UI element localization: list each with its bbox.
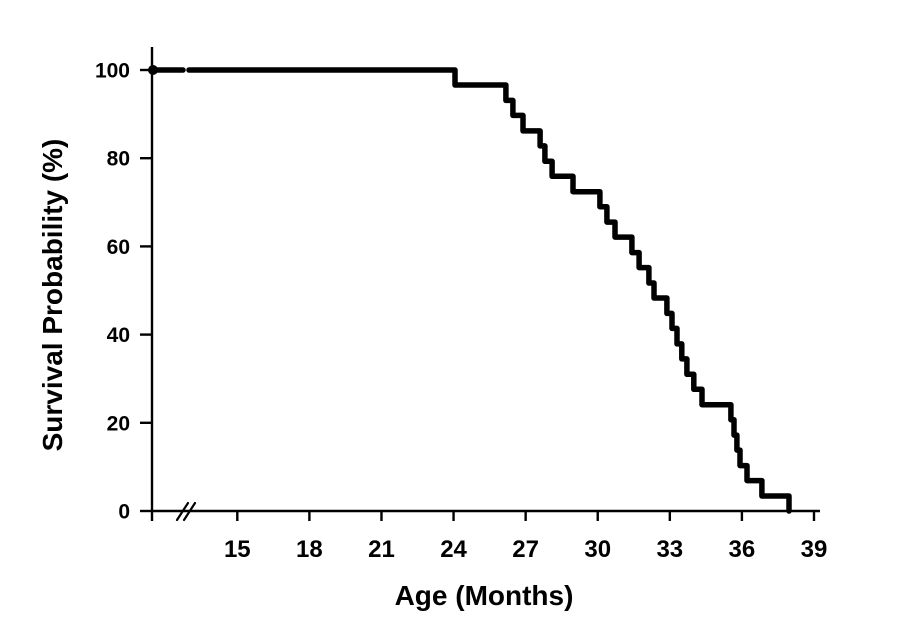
x-axis-title: Age (Months) (395, 580, 574, 611)
x-tick-label: 18 (296, 536, 323, 563)
y-axis-title: Survival Probability (%) (37, 139, 68, 452)
survival-curve (186, 67, 792, 514)
y-tick-label: 80 (107, 148, 130, 171)
x-tick-label: 39 (801, 536, 828, 563)
x-tick-label: 15 (224, 536, 251, 563)
x-tick-label: 27 (512, 536, 539, 563)
x-tick-label: 36 (729, 536, 756, 563)
y-tick-label: 100 (95, 60, 130, 83)
x-tick-label: 21 (368, 536, 395, 563)
x-tick-label: 30 (584, 536, 611, 563)
curve-layer (148, 65, 792, 514)
x-axis-break-slash (182, 501, 197, 522)
curve-start-dot (148, 65, 158, 75)
y-tick-label: 60 (107, 236, 130, 259)
y-tick-label: 0 (118, 501, 130, 524)
y-tick-label: 40 (107, 324, 130, 347)
axes-layer: 0 20 40 60 80 100 15 18 21 24 27 30 33 36 39 (95, 47, 827, 563)
x-tick-label: 24 (440, 536, 467, 563)
x-tick-label: 33 (656, 536, 683, 563)
x-axis-break-slash (175, 501, 190, 522)
y-tick-label: 20 (107, 412, 130, 435)
